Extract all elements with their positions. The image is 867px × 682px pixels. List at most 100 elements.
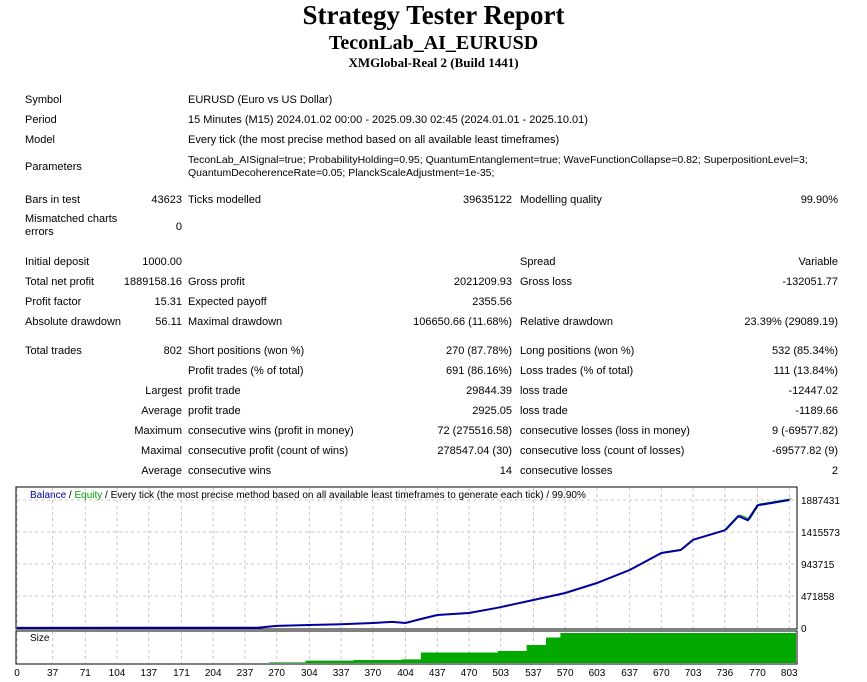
deposit-row: Initial deposit 1000.00 Spread Variable	[0, 252, 867, 272]
report-title: Strategy Tester Report	[302, 0, 565, 30]
period-row: Period 15 Minutes (M15) 2024.01.02 00:00 …	[0, 110, 867, 130]
value: -1189.66	[795, 405, 838, 417]
value: 2021209.93	[453, 276, 512, 288]
label: Long positions (won %)	[520, 345, 635, 357]
label: Mismatched charts errors	[25, 213, 117, 239]
x-tick-label: 71	[80, 668, 92, 679]
legend-equity: Equity	[74, 490, 102, 501]
label: Average	[141, 405, 182, 417]
params-line: QuantumDecoherenceRate=0.05; PlanckScale…	[188, 167, 495, 179]
label: Maximum	[134, 425, 182, 437]
x-tick-label: 770	[749, 668, 766, 679]
label: Total net profit	[25, 276, 95, 288]
label: consecutive wins	[188, 465, 272, 477]
x-tick-label: 37	[47, 668, 59, 679]
model-row: Model Every tick (the most precise method…	[0, 130, 867, 150]
label: Modelling quality	[520, 194, 602, 206]
y-tick-label: 0	[801, 624, 807, 635]
label: Ticks modelled	[188, 194, 261, 206]
value: 532 (85.34%)	[771, 345, 838, 357]
value: EURUSD (Euro vs US Dollar)	[188, 94, 333, 106]
label: loss trade	[520, 405, 568, 417]
value: 2355.56	[472, 296, 512, 308]
value: 15 Minutes (M15) 2024.01.02 00:00 - 2025…	[188, 114, 588, 126]
label: consecutive profit (count of wins)	[188, 445, 349, 457]
value: 0	[175, 221, 182, 233]
x-tick-label: 171	[173, 668, 190, 679]
pt-row: Profit trades (% of total) 691 (86.16%) L…	[0, 361, 867, 381]
value: 39635122	[463, 194, 512, 206]
value: 23.39% (29089.19)	[744, 316, 838, 328]
pf-row: Profit factor 15.31 Expected payoff 2355.5…	[0, 292, 867, 312]
value: 691 (86.16%)	[445, 365, 512, 377]
x-tick-label: 104	[109, 668, 126, 679]
label: Loss trades (% of total)	[520, 365, 634, 377]
value: 56.11	[155, 316, 182, 328]
label: Total trades	[25, 345, 82, 357]
x-tick-label: 237	[237, 668, 254, 679]
value: 270 (87.78%)	[445, 345, 512, 357]
value: 9 (-69577.82)	[771, 425, 838, 437]
value: Every tick (the most precise method base…	[188, 134, 560, 146]
label: Largest	[145, 385, 182, 397]
x-tick-label: 503	[492, 668, 509, 679]
x-tick-label: 603	[589, 668, 606, 679]
value: 29844.39	[466, 385, 512, 397]
main-plot-frame	[15, 486, 798, 630]
legend-desc: / Every tick (the most precise method ba…	[102, 490, 586, 501]
value: 43623	[151, 194, 182, 206]
value: 14	[499, 465, 512, 477]
label-line: Mismatched charts	[25, 213, 118, 225]
label: Spread	[520, 256, 556, 268]
value: -69577.82 (9)	[771, 445, 838, 457]
label: profit trade	[188, 385, 241, 397]
label-line: errors	[25, 226, 54, 238]
label: Absolute drawdown	[25, 316, 122, 328]
expert-name: TeconLab_AI_EURUSD	[328, 32, 539, 54]
x-tick-label: 437	[429, 668, 446, 679]
profit-row: Total net profit 1889158.16 Gross profit 2…	[0, 272, 867, 292]
label: Short positions (won %)	[188, 345, 305, 357]
label: Profit factor	[25, 296, 82, 308]
label: Gross loss	[520, 276, 572, 288]
label: Profit trades (% of total)	[188, 365, 304, 377]
label: Maximal drawdown	[188, 316, 283, 328]
value: 99.90%	[800, 194, 838, 206]
value: 802	[163, 345, 182, 357]
value: 2	[831, 465, 838, 477]
x-tick-label: 570	[557, 668, 574, 679]
server-name: XMGlobal-Real 2 (Build 1441)	[348, 55, 519, 70]
x-tick-label: 0	[14, 668, 20, 679]
trades-row: Total trades 802 Short positions (won %) 2…	[0, 341, 867, 361]
value: 1889158.16	[123, 276, 182, 288]
value: 278547.04 (30)	[437, 445, 512, 457]
label: consecutive losses	[520, 465, 613, 477]
symbol-row: Symbol EURUSD (Euro vs US Dollar)	[0, 90, 867, 110]
maximum-row: Maximum consecutive wins (profit in mone…	[0, 421, 867, 441]
x-tick-label: 204	[205, 668, 222, 679]
parameters-row: Parameters TeconLab_AISignal=true; Proba…	[0, 154, 867, 179]
x-tick-label: 736	[716, 668, 733, 679]
x-tick-label: 270	[268, 668, 285, 679]
label: Initial deposit	[25, 256, 90, 268]
label: Gross profit	[188, 276, 245, 288]
label: consecutive loss (count of losses)	[520, 445, 685, 457]
value: 2925.05	[472, 405, 512, 417]
x-tick-label: 337	[333, 668, 350, 679]
avg-consecutive-row: Average consecutive wins 14 consecutive l…	[0, 461, 867, 481]
y-tick-label: 471858	[801, 592, 835, 603]
maximal-row: Maximal consecutive profit (count of win…	[0, 441, 867, 461]
y-tick-label: 1887431	[801, 496, 840, 507]
largest-row: Largest profit trade 29844.39 loss trade -…	[0, 381, 867, 401]
value: 72 (275516.58)	[437, 425, 512, 437]
value: -12447.02	[788, 385, 838, 397]
drawdown-row: Absolute drawdown 56.11 Maximal drawdown 1…	[0, 312, 867, 332]
value: 111 (13.84%)	[773, 365, 838, 377]
label: Period	[25, 114, 57, 126]
x-tick-label: 304	[301, 668, 318, 679]
x-tick-label: 637	[621, 668, 638, 679]
x-tick-label: 370	[364, 668, 381, 679]
size-area	[268, 633, 796, 663]
label: Bars in test	[25, 194, 81, 206]
params-line: TeconLab_AISignal=true; ProbabilityHoldi…	[188, 154, 808, 166]
